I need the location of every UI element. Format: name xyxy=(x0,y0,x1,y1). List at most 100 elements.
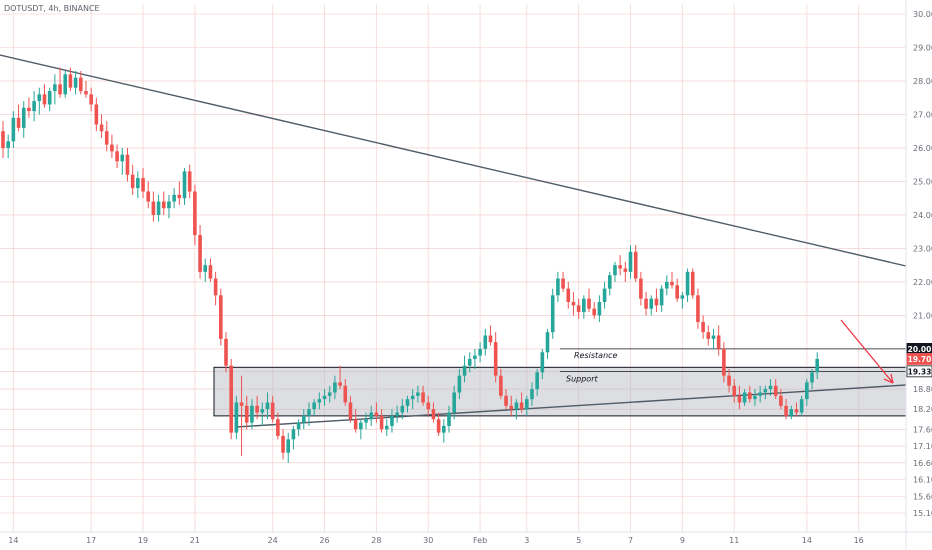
candle[interactable] xyxy=(644,291,648,316)
candle[interactable] xyxy=(571,291,576,316)
candle[interactable] xyxy=(535,368,539,396)
candle[interactable] xyxy=(722,342,726,383)
candle[interactable] xyxy=(556,271,560,303)
candle[interactable] xyxy=(416,385,420,403)
candle[interactable] xyxy=(53,74,57,105)
candle[interactable] xyxy=(727,368,731,393)
candle[interactable] xyxy=(639,271,643,306)
candle[interactable] xyxy=(224,332,228,373)
candle[interactable] xyxy=(711,328,716,349)
candle[interactable] xyxy=(1,121,5,159)
candle[interactable] xyxy=(493,332,498,383)
candle[interactable] xyxy=(338,365,342,390)
candle[interactable] xyxy=(89,87,93,112)
candle[interactable] xyxy=(519,392,524,413)
candle[interactable] xyxy=(716,325,721,356)
candle[interactable] xyxy=(198,224,202,279)
candle[interactable] xyxy=(182,168,187,205)
candle[interactable] xyxy=(665,275,669,296)
candle[interactable] xyxy=(618,255,622,276)
candle[interactable] xyxy=(794,402,799,416)
candle[interactable] xyxy=(146,181,151,209)
candle[interactable] xyxy=(799,395,804,416)
candle[interactable] xyxy=(203,258,208,282)
lower-trendline[interactable] xyxy=(235,384,907,428)
candle[interactable] xyxy=(110,134,114,159)
candle[interactable] xyxy=(473,348,477,369)
candle[interactable] xyxy=(47,87,52,112)
candle[interactable] xyxy=(670,271,674,289)
candle[interactable] xyxy=(530,382,534,406)
candle[interactable] xyxy=(421,385,425,406)
candle[interactable] xyxy=(255,395,259,420)
candle[interactable] xyxy=(462,355,467,383)
candle[interactable] xyxy=(587,288,591,313)
candle[interactable] xyxy=(84,80,88,98)
candle[interactable] xyxy=(395,405,399,423)
candle[interactable] xyxy=(161,191,166,215)
candle[interactable] xyxy=(504,389,508,410)
candle[interactable] xyxy=(58,67,62,98)
candle[interactable] xyxy=(291,425,296,450)
candle[interactable] xyxy=(32,91,36,122)
candle[interactable] xyxy=(789,405,794,420)
candle[interactable] xyxy=(680,291,685,309)
candle[interactable] xyxy=(104,121,109,152)
price-tag[interactable]: 20.00 xyxy=(906,342,932,355)
candle[interactable] xyxy=(654,288,659,313)
candle[interactable] xyxy=(467,352,472,373)
candle[interactable] xyxy=(737,385,742,410)
candle[interactable] xyxy=(125,147,130,182)
candle[interactable] xyxy=(613,261,617,282)
candle[interactable] xyxy=(260,402,265,426)
candle[interactable] xyxy=(115,144,119,169)
candle[interactable] xyxy=(229,358,233,440)
candle[interactable] xyxy=(151,191,156,222)
candle[interactable] xyxy=(265,392,270,420)
candle[interactable] xyxy=(301,409,306,430)
candle[interactable] xyxy=(270,395,275,423)
candle[interactable] xyxy=(623,261,628,282)
candle[interactable] xyxy=(208,258,213,282)
candle[interactable] xyxy=(763,385,768,400)
candle[interactable] xyxy=(73,70,78,95)
candle[interactable] xyxy=(99,114,104,138)
candle[interactable] xyxy=(369,405,374,426)
candle[interactable] xyxy=(478,342,482,363)
candle[interactable] xyxy=(633,245,638,282)
candle[interactable] xyxy=(172,188,176,209)
candle[interactable] xyxy=(436,412,441,436)
candle[interactable] xyxy=(16,104,21,132)
candle[interactable] xyxy=(649,295,654,316)
candle[interactable] xyxy=(177,181,182,205)
candle[interactable] xyxy=(675,278,679,303)
candle[interactable] xyxy=(94,97,99,132)
candle[interactable] xyxy=(524,395,529,416)
candle[interactable] xyxy=(706,325,711,346)
candle[interactable] xyxy=(120,147,125,175)
candle[interactable] xyxy=(390,409,394,433)
candle[interactable] xyxy=(768,379,773,396)
candle[interactable] xyxy=(447,405,451,433)
candle[interactable] xyxy=(550,288,555,339)
candles-layer[interactable] xyxy=(1,67,820,463)
candle[interactable] xyxy=(343,379,348,406)
candle[interactable] xyxy=(701,315,705,339)
candle[interactable] xyxy=(244,395,249,430)
candle[interactable] xyxy=(384,419,389,436)
candle[interactable] xyxy=(63,70,68,98)
candle[interactable] xyxy=(27,97,31,118)
candle[interactable] xyxy=(37,87,42,115)
candle[interactable] xyxy=(193,184,197,246)
candle[interactable] xyxy=(659,285,664,313)
candle[interactable] xyxy=(379,409,384,433)
price-tag[interactable]: 19.33 xyxy=(906,365,932,378)
candle[interactable] xyxy=(136,171,140,199)
candle[interactable] xyxy=(213,271,218,306)
candle[interactable] xyxy=(353,409,358,433)
candle[interactable] xyxy=(426,395,431,416)
candle[interactable] xyxy=(566,281,571,309)
candle[interactable] xyxy=(597,295,602,323)
candle[interactable] xyxy=(410,389,415,410)
candle[interactable] xyxy=(42,84,47,108)
